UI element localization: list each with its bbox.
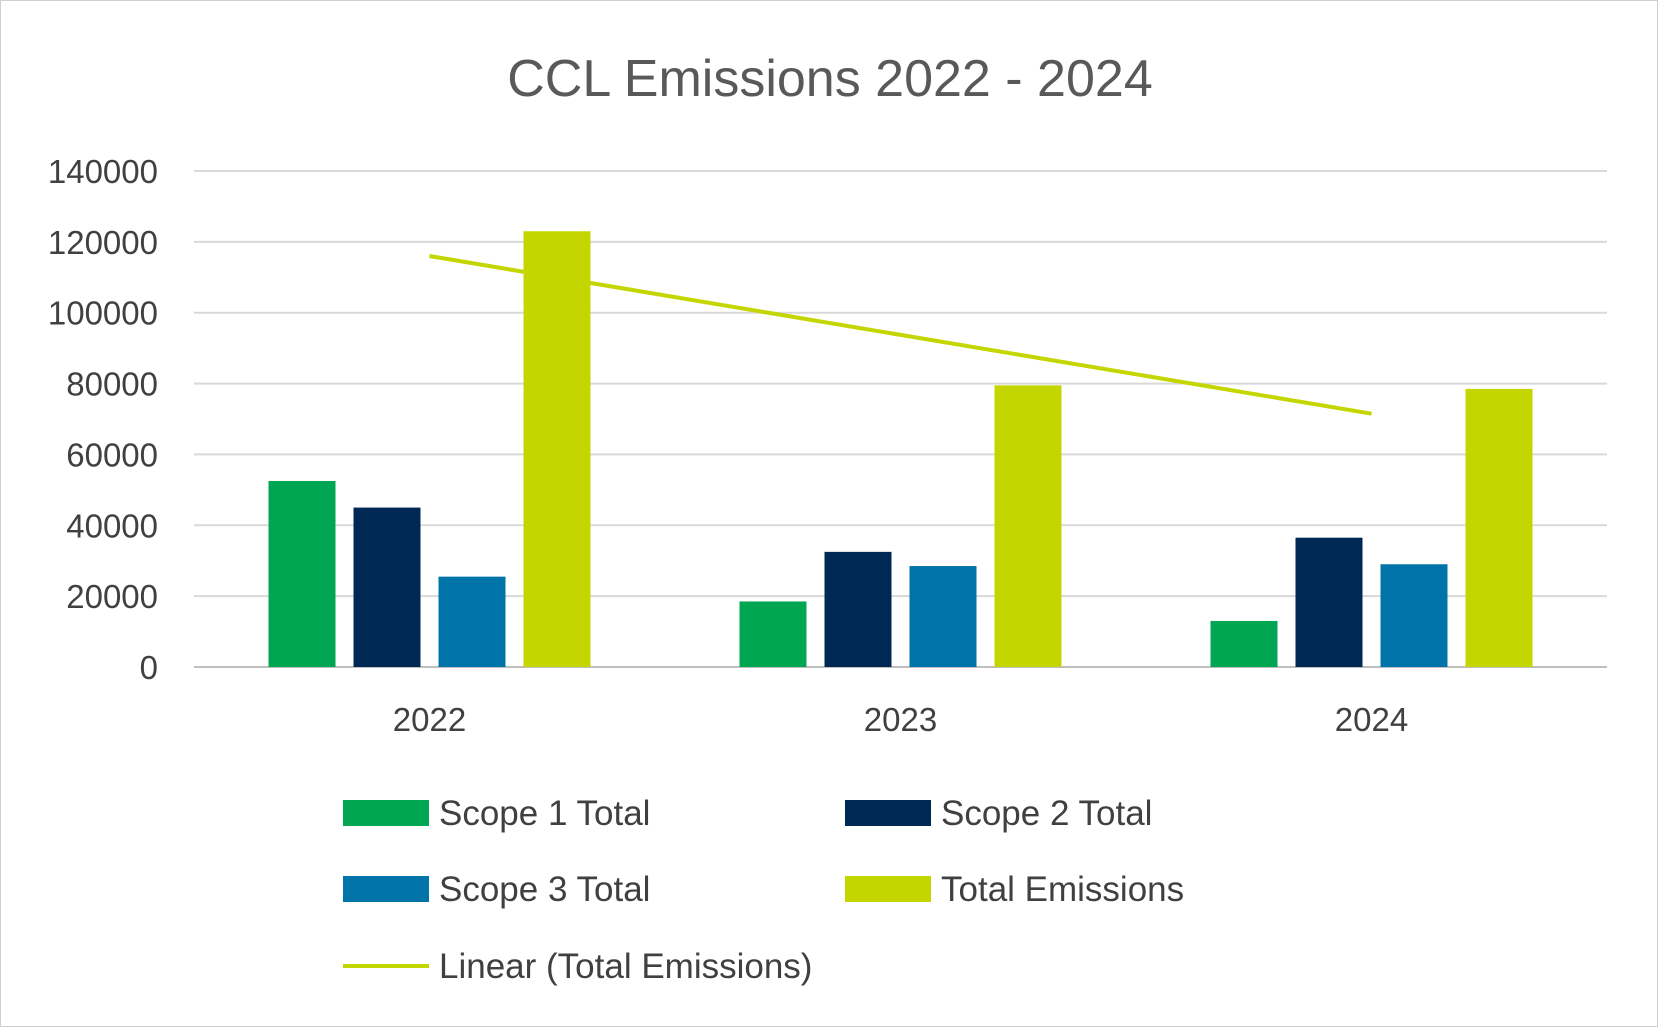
legend-swatch <box>845 800 931 826</box>
legend-label: Scope 3 Total <box>439 870 650 909</box>
bar-scope-3-total-2022 <box>438 576 506 667</box>
bar-total-emissions-2023 <box>994 385 1062 667</box>
bar-scope-1-total-2024 <box>1210 620 1278 667</box>
y-tick-label: 120000 <box>48 224 158 261</box>
y-tick-label: 0 <box>140 649 158 686</box>
legend-swatch <box>343 800 429 826</box>
x-tick-label: 2024 <box>1335 701 1408 738</box>
legend: Scope 1 Total Scope 2 Total Scope 3 Total T… <box>343 794 1184 986</box>
bar-total-emissions-2024 <box>1465 388 1533 667</box>
bar-scope-2-total-2023 <box>824 551 892 667</box>
y-tick-label: 60000 <box>66 436 158 473</box>
y-tick-label: 100000 <box>48 295 158 332</box>
legend-label: Linear (Total Emissions) <box>439 947 812 986</box>
bar-scope-2-total-2022 <box>353 507 421 667</box>
x-tick-label: 2023 <box>864 701 937 738</box>
chart-title: CCL Emissions 2022 - 2024 <box>507 50 1153 108</box>
bar-scope-3-total-2024 <box>1380 564 1448 667</box>
y-tick-label: 20000 <box>66 578 158 615</box>
legend-label: Total Emissions <box>941 870 1184 909</box>
bars <box>268 231 1533 667</box>
legend-swatch <box>845 876 931 902</box>
bar-scope-1-total-2023 <box>739 601 807 667</box>
trendline <box>429 254 1372 416</box>
y-tick-label: 80000 <box>66 366 158 403</box>
gridlines <box>194 170 1607 668</box>
trendline-layer <box>429 254 1372 416</box>
y-tick-label: 140000 <box>48 153 158 190</box>
bar-scope-2-total-2024 <box>1295 537 1363 667</box>
legend-swatch <box>343 876 429 902</box>
bar-scope-3-total-2023 <box>909 566 977 667</box>
legend-label: Scope 1 Total <box>439 794 650 833</box>
x-axis-ticks: 2022 2023 2024 <box>393 701 1408 738</box>
bar-total-emissions-2022 <box>523 231 591 667</box>
y-axis-ticks: 0 20000 40000 60000 80000 100000 120000 140000 <box>48 153 158 686</box>
bar-scope-1-total-2022 <box>268 481 336 667</box>
y-tick-label: 40000 <box>66 507 158 544</box>
legend-label: Scope 2 Total <box>941 794 1152 833</box>
x-tick-label: 2022 <box>393 701 466 738</box>
